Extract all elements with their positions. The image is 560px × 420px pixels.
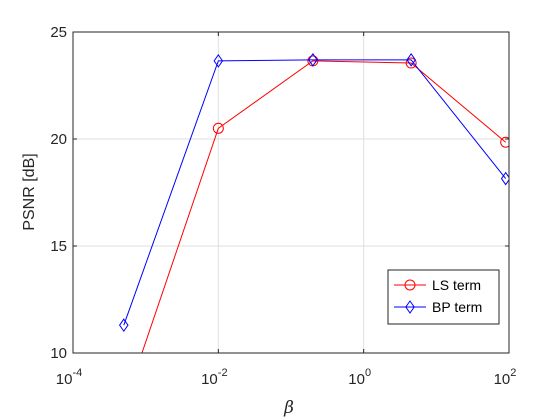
data-point-bp-term bbox=[213, 54, 224, 68]
y-tick-label: 15 bbox=[50, 238, 67, 255]
series-layer bbox=[118, 52, 509, 353]
series-line-ls-term bbox=[141, 60, 506, 353]
y-tick-labels: 10 15 20 25 bbox=[50, 24, 67, 362]
y-tick-label: 10 bbox=[50, 345, 67, 362]
data-point-bp-term bbox=[118, 318, 129, 333]
legend-item-ls-term: LS term bbox=[394, 277, 481, 293]
data-point-bp-term bbox=[406, 52, 416, 67]
x-tick-label: 100 bbox=[348, 367, 371, 388]
y-tick-label: 20 bbox=[50, 131, 67, 148]
data-point-ls-term bbox=[500, 136, 509, 148]
series-bp-term bbox=[118, 52, 509, 333]
legend-marker-ls-term bbox=[404, 279, 416, 291]
legend-marker-bp-term bbox=[405, 300, 415, 314]
legend-label-ls-term: LS term bbox=[432, 277, 481, 293]
legend: LS term BP term bbox=[387, 269, 500, 325]
axes-box bbox=[72, 31, 510, 354]
x-axis-label: β bbox=[283, 398, 294, 418]
series-line-bp-term bbox=[123, 59, 507, 326]
x-tick-labels: 10-4 10-2 100 102 bbox=[56, 367, 517, 388]
x-tick-label: 10-4 bbox=[56, 367, 82, 388]
data-point-ls-term bbox=[405, 57, 417, 69]
x-tick-label: 10-2 bbox=[201, 367, 227, 388]
tick-marks bbox=[72, 31, 510, 354]
legend-label-bp-term: BP term bbox=[432, 299, 482, 315]
legend-item-bp-term: BP term bbox=[394, 299, 482, 315]
x-tick-label: 102 bbox=[494, 367, 517, 388]
data-point-bp-term bbox=[308, 52, 318, 67]
y-axis-label: PSNR [dB] bbox=[21, 153, 38, 230]
y-tick-label: 25 bbox=[50, 24, 67, 41]
legend-box bbox=[387, 269, 500, 325]
data-point-ls-term bbox=[212, 122, 224, 134]
data-point-bp-term bbox=[500, 171, 509, 186]
